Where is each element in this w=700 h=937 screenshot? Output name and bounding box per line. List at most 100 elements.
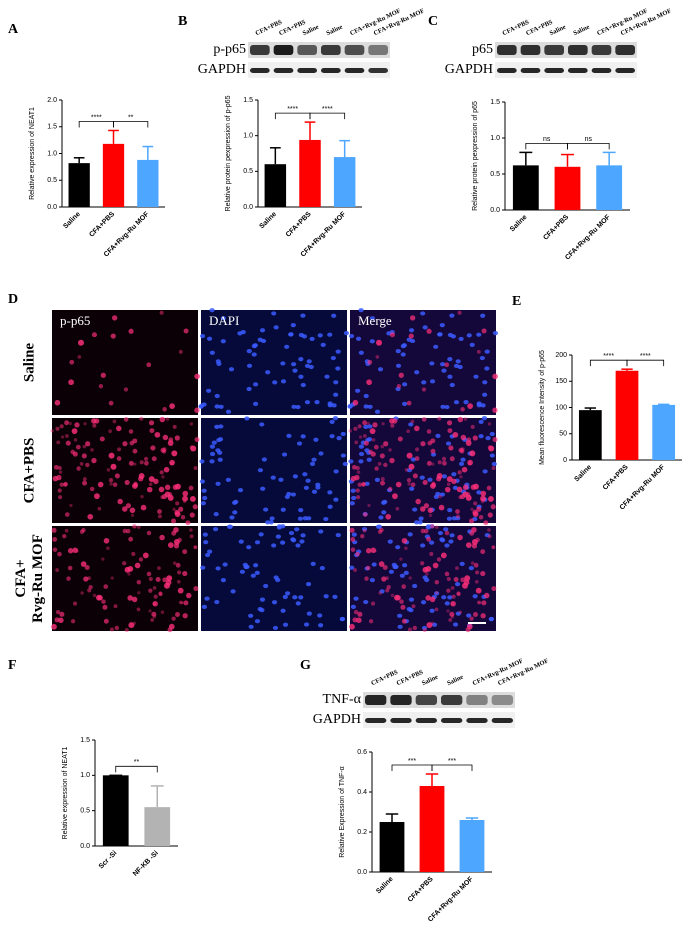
blot-row-label: p-p65 xyxy=(213,42,246,57)
column-label: Merge xyxy=(358,313,392,328)
p65-signal xyxy=(472,435,478,441)
nucleus xyxy=(292,368,298,373)
nucleus xyxy=(318,529,324,534)
p65-signal xyxy=(70,619,76,624)
p65-signal xyxy=(162,407,167,412)
nucleus xyxy=(349,501,355,506)
p65-signal xyxy=(103,537,110,544)
p65-signal xyxy=(423,503,430,509)
nucleus xyxy=(441,595,447,600)
nucleus xyxy=(454,582,461,587)
p65-signal xyxy=(103,618,109,624)
nucleus xyxy=(455,611,461,616)
lane-label: Saline xyxy=(572,24,590,38)
bar xyxy=(578,410,602,460)
p65-signal xyxy=(58,617,64,624)
nucleus xyxy=(284,344,290,349)
nucleus xyxy=(369,316,376,321)
p65-signal xyxy=(189,495,196,502)
p65-signal xyxy=(172,507,176,511)
p65-signal xyxy=(465,542,472,548)
nucleus xyxy=(482,469,488,474)
p65-signal xyxy=(406,400,412,406)
p65-signal xyxy=(177,587,184,594)
y-axis-label: Relative Expression of TNF-α xyxy=(339,766,346,857)
nucleus xyxy=(408,422,414,427)
nucleus xyxy=(376,524,382,529)
blot-band xyxy=(544,45,564,55)
p65-signal xyxy=(99,436,105,442)
p65-signal xyxy=(106,546,110,551)
p65-signal xyxy=(175,612,180,617)
x-tick-label: CFA+PBS xyxy=(542,214,570,242)
p65-signal xyxy=(383,462,388,468)
nucleus xyxy=(202,532,208,537)
p65-signal xyxy=(395,506,400,511)
p65-signal xyxy=(139,460,144,465)
p65-signal xyxy=(458,610,463,614)
p65-signal xyxy=(456,591,461,596)
blot-band xyxy=(365,718,387,723)
p65-signal xyxy=(108,452,115,459)
p65-signal xyxy=(183,600,189,606)
p65-signal xyxy=(423,528,429,534)
p65-signal xyxy=(171,450,178,457)
nucleus xyxy=(302,516,308,521)
p65-signal xyxy=(356,617,362,624)
nucleus xyxy=(295,404,301,410)
nucleus xyxy=(306,611,312,616)
p65-signal xyxy=(436,476,442,482)
nucleus xyxy=(408,328,415,333)
p65-signal xyxy=(457,534,463,541)
p65-signal xyxy=(355,495,361,500)
p65-signal xyxy=(177,570,182,575)
p65-signal xyxy=(363,440,369,446)
blot-band xyxy=(365,695,387,705)
nucleus xyxy=(342,461,348,467)
nucleus xyxy=(278,477,284,482)
p65-signal xyxy=(452,431,459,438)
p65-signal xyxy=(400,604,406,610)
nucleus xyxy=(363,393,369,399)
p65-signal xyxy=(182,549,188,555)
nucleus xyxy=(200,565,206,570)
p65-signal xyxy=(138,557,144,562)
nucleus xyxy=(358,459,364,464)
nucleus xyxy=(397,624,403,629)
p65-signal xyxy=(379,453,385,459)
bar xyxy=(596,165,623,210)
nucleus xyxy=(412,507,418,512)
nucleus xyxy=(449,533,455,538)
p65-signal xyxy=(53,464,59,470)
nucleus xyxy=(335,349,341,354)
nucleus xyxy=(257,468,264,473)
micrograph xyxy=(52,310,198,415)
p65-signal xyxy=(185,520,191,526)
p65-signal xyxy=(169,403,176,409)
blot-band xyxy=(273,45,294,55)
nucleus xyxy=(400,344,406,349)
y-axis-label: Relative protein pexpression of p65 xyxy=(472,101,479,211)
p65-signal xyxy=(426,460,432,466)
panel-label: E xyxy=(512,294,521,309)
p65-signal xyxy=(426,622,433,629)
p65-signal xyxy=(446,609,450,613)
p65-signal xyxy=(129,507,136,514)
blot-band xyxy=(497,45,517,55)
y-tick-label: 200 xyxy=(555,352,567,359)
p65-signal xyxy=(100,372,106,378)
p65-signal xyxy=(72,451,78,457)
p65-signal xyxy=(447,428,453,434)
nucleus xyxy=(441,368,447,373)
p65-signal xyxy=(491,466,496,471)
nucleus xyxy=(204,596,210,601)
nucleus xyxy=(280,379,287,384)
p65-signal xyxy=(481,600,487,606)
significance-bracket xyxy=(589,359,628,367)
nucleus xyxy=(358,308,364,313)
row-label: CFA+ xyxy=(13,559,29,597)
p65-signal xyxy=(397,436,403,442)
bar xyxy=(299,139,321,207)
p65-signal xyxy=(430,438,436,444)
nucleus xyxy=(440,362,446,367)
